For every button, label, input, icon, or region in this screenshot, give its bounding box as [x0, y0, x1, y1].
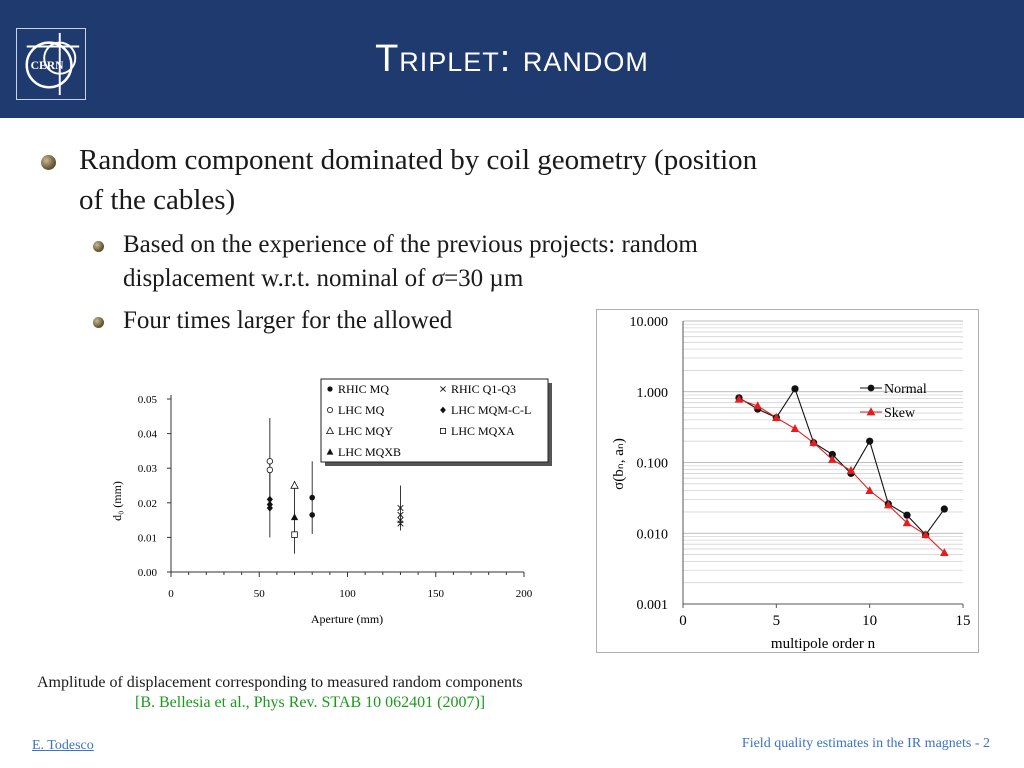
sub-bullet-1-line-2: displacement w.r.t. nominal of σ=30 µm — [123, 265, 524, 292]
right-chart-ylabel: σ(bₙ, aₙ) — [611, 438, 627, 490]
multipole-sigma-chart: 0.001 0.010 0.100 1.000 10.000 0 5 10 15 Normal S… — [596, 309, 979, 653]
left-chart-y-tick-label: 0.01 — [138, 532, 157, 544]
legend-box — [320, 378, 549, 463]
data-point-lhc-mqxa — [291, 531, 298, 538]
left-chart-x-tick-label: 150 — [428, 588, 445, 600]
series-point-skew — [846, 465, 856, 474]
series-point-skew — [790, 424, 800, 433]
legend-entry: LHC MQ — [338, 403, 385, 417]
series-point-skew — [884, 500, 893, 509]
left-chart-y-tick-label: 0.00 — [138, 567, 158, 579]
sub-bullet-2: Four times larger for the allowed — [123, 307, 453, 334]
right-chart-y-tick-label: 0.001 — [637, 598, 669, 613]
legend-marker — [327, 386, 333, 392]
slide-title: Triplet: random — [375, 38, 649, 80]
data-point-rhic-mq — [309, 512, 315, 518]
data-point-lhc-mqxb — [290, 513, 299, 521]
left-chart-ylabel: d₀ (mm) — [110, 481, 124, 521]
data-point-rhic-q1-q3 — [397, 504, 404, 512]
series-point-skew — [734, 394, 744, 403]
legend-marker — [440, 406, 446, 414]
legend-marker — [867, 384, 875, 392]
right-chart-y-tick-label: 10.000 — [630, 315, 669, 330]
cern-logo: CERN — [16, 28, 86, 100]
series-point-normal — [903, 511, 911, 519]
left-chart-x-tick-label: 200 — [516, 588, 533, 600]
series-point-normal — [940, 505, 948, 513]
left-chart-x-tick-label: 100 — [339, 588, 356, 600]
bullet-icon — [41, 155, 56, 170]
data-point-rhic-q1-q3 — [397, 511, 404, 519]
right-chart-x-tick-label: 10 — [862, 613, 877, 629]
left-chart-x-tick-label: 0 — [168, 588, 174, 600]
legend-marker — [326, 448, 334, 455]
legend-entry: LHC MQY — [338, 424, 393, 438]
series-point-skew — [865, 486, 874, 494]
legend-marker — [440, 386, 446, 392]
right-chart-y-tick-label: 0.100 — [637, 457, 669, 472]
series-point-skew — [902, 518, 912, 527]
right-chart-x-tick-label: 0 — [679, 613, 687, 629]
legend-marker — [866, 407, 876, 416]
left-chart-y-tick-label: 0.05 — [138, 394, 158, 406]
logo-text: CERN — [31, 59, 65, 72]
series-point-skew — [772, 413, 781, 421]
right-chart-y-tick-label: 1.000 — [637, 386, 669, 401]
right-chart-x-tick-label: 15 — [956, 613, 971, 629]
left-chart-y-tick-label: 0.02 — [138, 498, 157, 510]
right-chart-x-tick-label: 5 — [773, 613, 781, 629]
data-point-lhc-mq — [266, 466, 274, 474]
series-point-skew — [753, 401, 762, 410]
aperture-displacement-chart: 0.00 0.01 0.02 0.03 0.04 0.05 0 50 100 150 200 RHI… — [110, 378, 552, 626]
left-chart-y-tick-label: 0.03 — [138, 463, 158, 475]
series-point-skew — [828, 454, 837, 463]
legend-entry: RHIC Q1-Q3 — [451, 382, 516, 396]
left-chart-x-tick-label: 50 — [254, 588, 266, 600]
main-bullet-line-1: Random component dominated by coil geome… — [79, 144, 758, 176]
legend-entry: LHC MQXA — [451, 424, 515, 438]
right-chart-y-tick-label: 0.010 — [637, 527, 669, 542]
series-point-normal — [828, 450, 836, 459]
legend-entry: RHIC MQ — [338, 382, 389, 396]
series-point-skew — [809, 438, 818, 447]
left-chart-xlabel: Aperture (mm) — [311, 612, 383, 626]
legend-entry: LHC MQXB — [338, 445, 401, 459]
left-chart-y-tick-label: 0.04 — [138, 429, 158, 441]
series-point-normal — [866, 437, 874, 445]
sub-bullet-icon — [93, 241, 104, 252]
title-bar: CERN Triplet: random — [0, 0, 1024, 118]
data-point-rhic-mq — [309, 494, 315, 501]
sub-bullet-icon — [93, 317, 104, 328]
series-point-skew — [921, 530, 930, 539]
slide-footer: Field quality estimates in the IR magnet… — [741, 736, 990, 751]
legend-entry: Normal — [884, 382, 927, 397]
legend-entry: LHC MQM-C-L — [451, 403, 531, 417]
legend-entry: Skew — [884, 406, 916, 421]
sub-bullet-1-line-1: Based on the experience of the previous … — [123, 231, 698, 258]
right-chart-xlabel: multipole order n — [771, 636, 876, 652]
data-point-lhc-mqy — [290, 480, 299, 489]
legend-marker — [439, 428, 446, 435]
data-point-lhc-mq — [266, 458, 274, 465]
main-bullet-line-2: of the cables) — [79, 184, 236, 216]
series-point-normal — [791, 385, 799, 393]
legend-marker — [325, 426, 335, 434]
legend-marker — [326, 407, 333, 414]
figure-caption: Amplitude of displacement corresponding … — [37, 674, 523, 691]
author-link[interactable]: E. Todesco — [32, 738, 94, 753]
data-point-rhic-q1-q3 — [397, 520, 404, 527]
reference-link[interactable]: [B. Bellesia et al., Phys Rev. STAB 10 0… — [135, 694, 486, 711]
data-point-lhc-mqm-c-l — [266, 495, 273, 503]
series-point-skew — [940, 548, 949, 557]
